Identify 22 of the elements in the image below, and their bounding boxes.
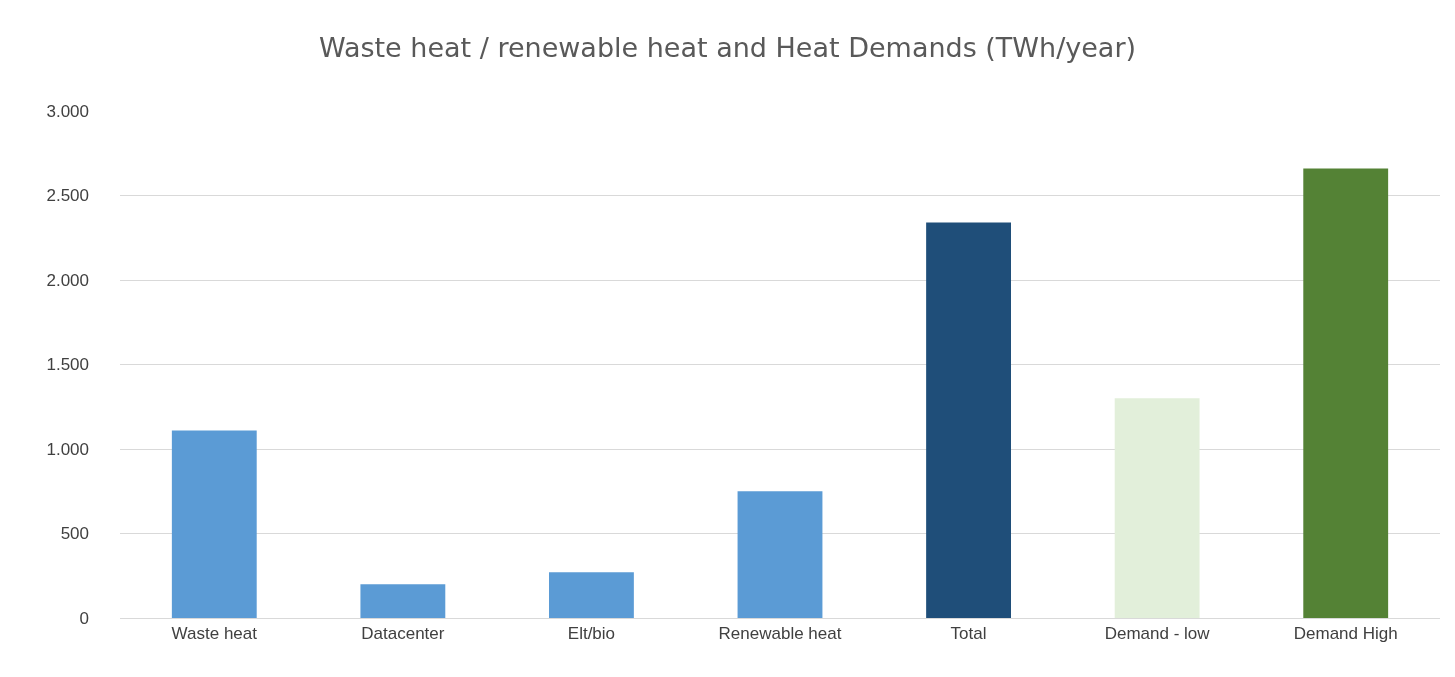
x-tick-label: Elt/bio	[567, 624, 616, 644]
bar	[737, 491, 823, 618]
bar	[1303, 168, 1389, 618]
bar	[171, 430, 257, 618]
y-tick-label: 0	[79, 608, 89, 628]
y-tick-label: 2.500	[46, 186, 89, 206]
y-tick-label: 1.500	[46, 355, 89, 375]
bar	[360, 584, 446, 618]
x-tick-label: Demand - low	[1104, 624, 1211, 644]
x-tick-label: Datacenter	[361, 624, 445, 644]
chart-title: Waste heat / renewable heat and Heat Demands (TWh/year)	[318, 31, 1137, 63]
bar	[549, 572, 634, 618]
x-tick-label: Demand High	[1293, 624, 1398, 644]
y-tick-label: 1.000	[46, 439, 89, 459]
x-tick-label: Renewable heat	[718, 624, 842, 644]
bar	[1114, 398, 1200, 618]
x-tick-label: Total	[950, 624, 987, 644]
y-tick-label: 2.000	[46, 270, 89, 290]
y-tick-label: 3.000	[46, 101, 89, 121]
y-tick-label: 500	[60, 524, 89, 544]
x-tick-label: Waste heat	[171, 624, 258, 644]
bar	[926, 222, 1011, 618]
